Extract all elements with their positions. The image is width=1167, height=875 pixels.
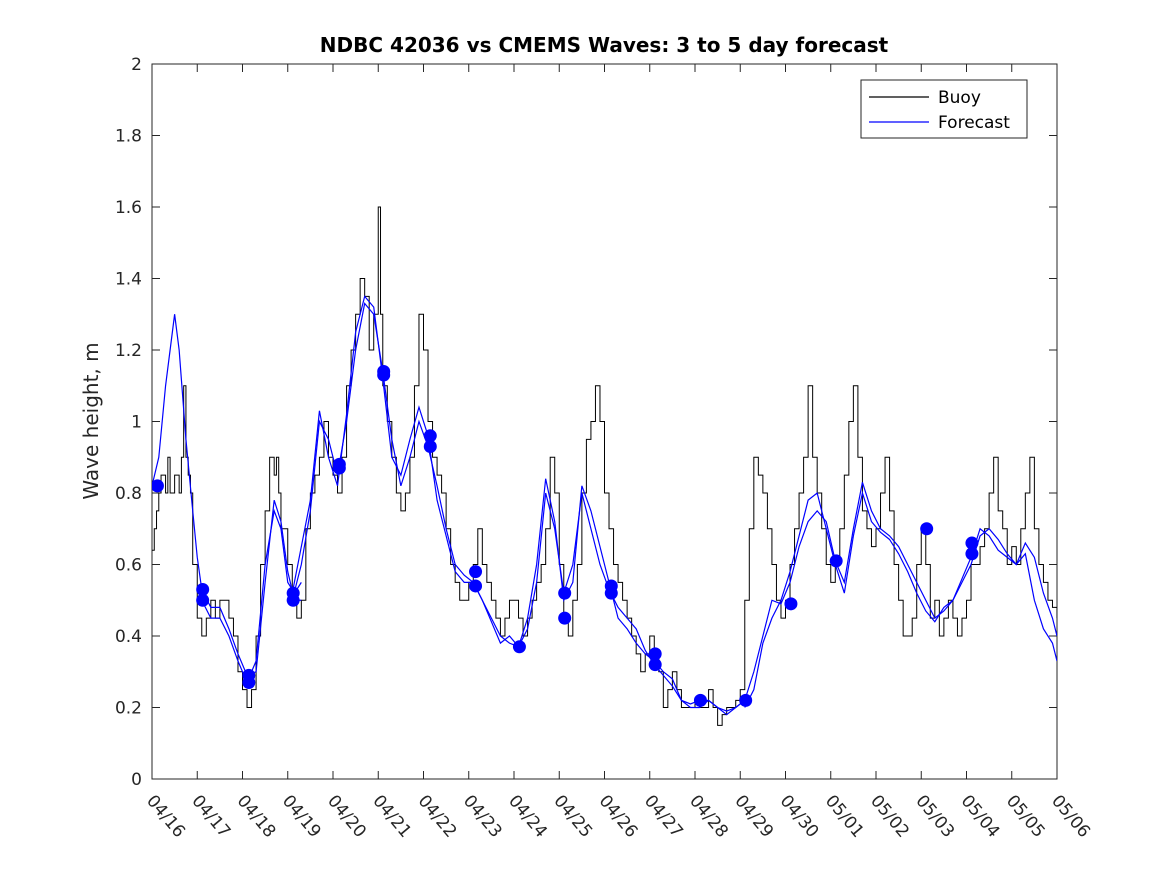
y-tick-label: 1.2 <box>115 341 142 361</box>
forecast-marker <box>558 586 572 600</box>
y-tick-label: 1.8 <box>115 127 142 147</box>
y-tick-label: 0.4 <box>115 627 142 647</box>
x-tick-label: 04/29 <box>730 791 777 841</box>
x-tick-label: 04/25 <box>549 791 596 841</box>
x-tick-label: 04/26 <box>595 791 642 841</box>
x-tick-label: 05/06 <box>1047 791 1094 841</box>
x-tick-label: 05/03 <box>911 791 958 841</box>
x-tick-label: 04/22 <box>414 791 461 841</box>
forecast-series-line-0 <box>152 314 203 590</box>
forecast-marker <box>739 693 753 707</box>
forecast-marker <box>423 429 437 443</box>
legend-entry-0: Buoy <box>938 88 981 108</box>
forecast-marker <box>965 536 979 550</box>
x-tick-label: 04/17 <box>187 791 234 841</box>
forecast-marker <box>920 522 934 536</box>
forecast-marker <box>377 368 391 382</box>
forecast-marker <box>152 479 164 493</box>
y-tick-label: 0.6 <box>115 556 142 576</box>
forecast-marker <box>242 675 256 689</box>
y-tick-label: 1 <box>131 413 142 433</box>
series-group <box>152 206 1057 726</box>
y-tick-label: 1.6 <box>115 198 142 218</box>
forecast-marker <box>286 593 300 607</box>
forecast-series-line-2 <box>201 499 302 677</box>
forecast-marker <box>558 611 572 625</box>
x-tick-label: 04/20 <box>323 791 370 841</box>
forecast-marker <box>648 647 662 661</box>
x-tick-label: 04/27 <box>640 791 687 841</box>
x-tick-label: 04/30 <box>776 791 823 841</box>
x-tick-label: 05/01 <box>821 791 868 841</box>
x-tick-label: 04/23 <box>459 791 506 841</box>
forecast-marker <box>965 547 979 561</box>
y-tick-label: 0.2 <box>115 699 142 719</box>
y-tick-label: 0 <box>131 770 142 790</box>
x-tick-label: 04/21 <box>368 791 415 841</box>
x-tick-label: 05/02 <box>866 791 913 841</box>
forecast-marker <box>512 640 526 654</box>
forecast-marker <box>469 565 483 579</box>
forecast-series-line-1 <box>201 508 302 685</box>
chart-title: NDBC 42036 vs CMEMS Waves: 3 to 5 day fo… <box>320 33 889 57</box>
legend-entry-1: Forecast <box>938 113 1010 133</box>
forecast-marker <box>196 593 210 607</box>
x-tick-label: 04/28 <box>685 791 732 841</box>
x-tick-label: 04/24 <box>504 791 551 841</box>
forecast-marker <box>648 658 662 672</box>
forecast-marker <box>469 579 483 593</box>
forecast-marker <box>784 597 798 611</box>
x-tick-label: 04/18 <box>233 791 280 841</box>
y-tick-label: 1.4 <box>115 270 142 290</box>
forecast-series-line-6 <box>744 490 1057 708</box>
x-tick-label: 05/04 <box>957 791 1004 841</box>
y-tick-label: 2 <box>131 55 142 75</box>
forecast-marker <box>693 693 707 707</box>
forecast-series-line-5 <box>744 482 1057 701</box>
forecast-marker <box>332 461 346 475</box>
x-tick-label: 04/19 <box>278 791 325 841</box>
x-tick-label: 05/05 <box>1002 791 1049 841</box>
legend: Buoy Forecast <box>860 79 1028 139</box>
forecast-marker <box>196 583 210 597</box>
plot-area: 00.20.40.60.811.21.41.61.8204/1604/1704/… <box>115 55 1094 842</box>
forecast-marker <box>829 554 843 568</box>
forecast-marker <box>423 440 437 454</box>
forecast-marker <box>604 586 618 600</box>
legend-box <box>860 79 1028 139</box>
y-axis-label: Wave height, m <box>79 342 103 499</box>
y-tick-label: 0.8 <box>115 484 142 504</box>
x-tick-label: 04/16 <box>142 791 189 841</box>
